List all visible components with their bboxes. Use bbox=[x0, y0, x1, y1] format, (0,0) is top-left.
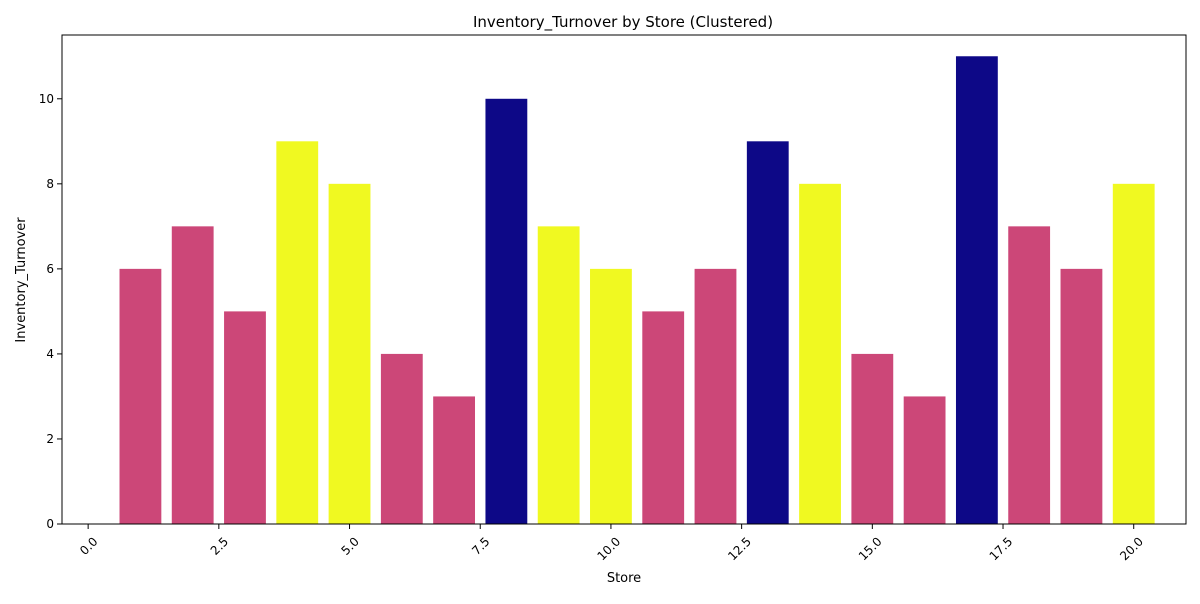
bar-store-16 bbox=[903, 396, 946, 524]
bar-store-12 bbox=[694, 268, 737, 524]
bar-store-2 bbox=[171, 226, 214, 524]
bar-store-4 bbox=[276, 141, 319, 524]
y-tick-label: 0 bbox=[46, 517, 54, 531]
x-axis-label: Store bbox=[607, 571, 641, 586]
bar-store-20 bbox=[1112, 183, 1155, 524]
bar-store-6 bbox=[380, 353, 423, 524]
y-axis: 0 2 4 6 8 10 bbox=[39, 92, 62, 531]
x-tick-label: 7.5 bbox=[469, 534, 492, 557]
y-tick-label: 10 bbox=[39, 92, 54, 106]
bar-store-8 bbox=[485, 98, 528, 525]
bar-store-18 bbox=[1008, 226, 1051, 524]
x-tick-label: 2.5 bbox=[208, 534, 231, 557]
bar-store-15 bbox=[851, 353, 894, 524]
x-tick-label: 0.0 bbox=[77, 534, 100, 557]
bar-store-1 bbox=[119, 268, 162, 524]
chart-title: Inventory_Turnover by Store (Clustered) bbox=[473, 13, 773, 32]
x-axis: 0.0 2.5 5.0 7.5 10.0 12.5 15.0 17.5 20.0 bbox=[77, 524, 1146, 563]
bar-store-17 bbox=[955, 56, 998, 525]
plot-frame bbox=[61, 34, 1187, 525]
bar-store-10 bbox=[590, 268, 632, 524]
x-tick-label: 10.0 bbox=[594, 534, 623, 563]
y-tick-label: 4 bbox=[46, 347, 54, 361]
y-tick-label: 6 bbox=[46, 262, 54, 276]
x-tick-label: 15.0 bbox=[856, 534, 885, 563]
bar-store-19 bbox=[1060, 268, 1103, 524]
x-tick-label: 12.5 bbox=[725, 534, 754, 563]
y-axis-label: Inventory_Turnover bbox=[14, 217, 29, 343]
bar-store-3 bbox=[224, 311, 266, 524]
bar-store-13 bbox=[746, 141, 789, 524]
bar-store-11 bbox=[642, 311, 685, 524]
x-tick-label: 17.5 bbox=[987, 534, 1016, 563]
bars-group bbox=[119, 56, 1155, 525]
bar-store-14 bbox=[799, 183, 841, 524]
bar-store-5 bbox=[328, 183, 371, 524]
x-tick-label: 5.0 bbox=[338, 534, 361, 557]
y-tick-label: 8 bbox=[46, 177, 54, 191]
x-tick-label: 20.0 bbox=[1117, 534, 1146, 563]
y-tick-label: 2 bbox=[46, 432, 54, 446]
bar-store-9 bbox=[537, 226, 580, 524]
bar-store-7 bbox=[433, 396, 476, 524]
